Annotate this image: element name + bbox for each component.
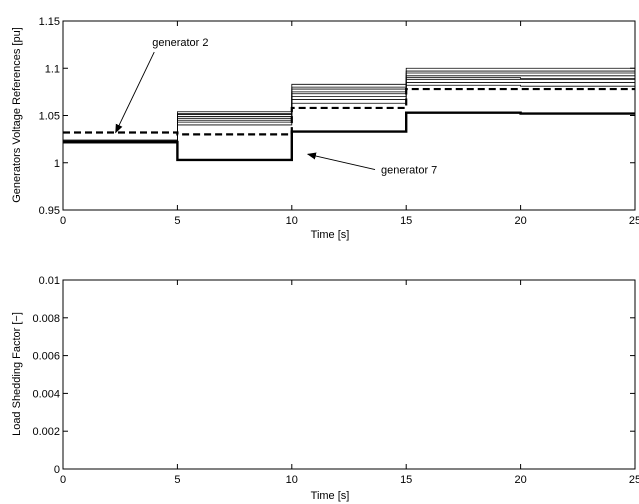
- voltage-axis-ticks: 0 5 10 15 20 25 0.95 1 1.05 1.1 1.15: [39, 16, 639, 227]
- x-tick-label: 25: [629, 215, 639, 227]
- x-tick-label: 5: [174, 474, 180, 486]
- y-tick-label: 0: [54, 464, 60, 476]
- x-tick-label: 5: [174, 215, 180, 227]
- series-line-generator-7: [63, 111, 635, 162]
- x-axis-label: Time [s]: [311, 229, 350, 241]
- annotation-arrow: [306, 152, 376, 171]
- x-tick-label: 15: [400, 215, 412, 227]
- x-tick-label: 20: [514, 215, 526, 227]
- annotations: generator 2 generator 7: [115, 37, 437, 177]
- annotation-arrow: [115, 51, 155, 134]
- plot-frame: [62, 279, 636, 470]
- x-tick-label: 0: [60, 474, 66, 486]
- x-tick-label: 20: [514, 474, 526, 486]
- voltage-series-group: [63, 67, 635, 162]
- y-tick-label: 1.05: [39, 111, 60, 123]
- voltage-references-chart: 0 5 10 15 20 25 0.95 1 1.05 1.1 1.15 Time [s] Gene…: [11, 16, 639, 241]
- x-tick-label: 10: [286, 474, 298, 486]
- plot-frame: [62, 20, 636, 211]
- x-axis-label: Time [s]: [311, 490, 350, 502]
- y-axis-label: Load Shedding Factor [−]: [11, 312, 23, 436]
- series-line-generator-2: [63, 87, 635, 136]
- annotation-label: generator 7: [381, 165, 437, 177]
- y-tick-label: 0.95: [39, 205, 60, 217]
- y-tick-label: 1.15: [39, 16, 60, 28]
- y-tick-label: 0.008: [32, 313, 60, 325]
- x-tick-label: 25: [629, 474, 639, 486]
- load-shedding-chart: 0 5 10 15 20 25 0 0.002 0.004 0.006 0.008 0.01 Time…: [11, 275, 639, 502]
- x-tick-label: 0: [60, 215, 66, 227]
- load-shedding-axis-ticks: 0 5 10 15 20 25 0 0.002 0.004 0.006 0.008 0.01: [32, 275, 639, 486]
- x-tick-label: 10: [286, 215, 298, 227]
- y-tick-label: 0.004: [32, 388, 60, 400]
- series-line-generator: [63, 67, 635, 141]
- y-tick-label: 1: [54, 158, 60, 170]
- y-axis-label: Generators Voltage References [pu]: [11, 27, 23, 203]
- y-tick-label: 0.006: [32, 351, 60, 363]
- y-tick-label: 0.002: [32, 426, 60, 438]
- y-tick-label: 1.1: [45, 63, 60, 75]
- y-tick-label: 0.01: [39, 275, 60, 287]
- annotation-label: generator 2: [152, 37, 208, 49]
- x-tick-label: 15: [400, 474, 412, 486]
